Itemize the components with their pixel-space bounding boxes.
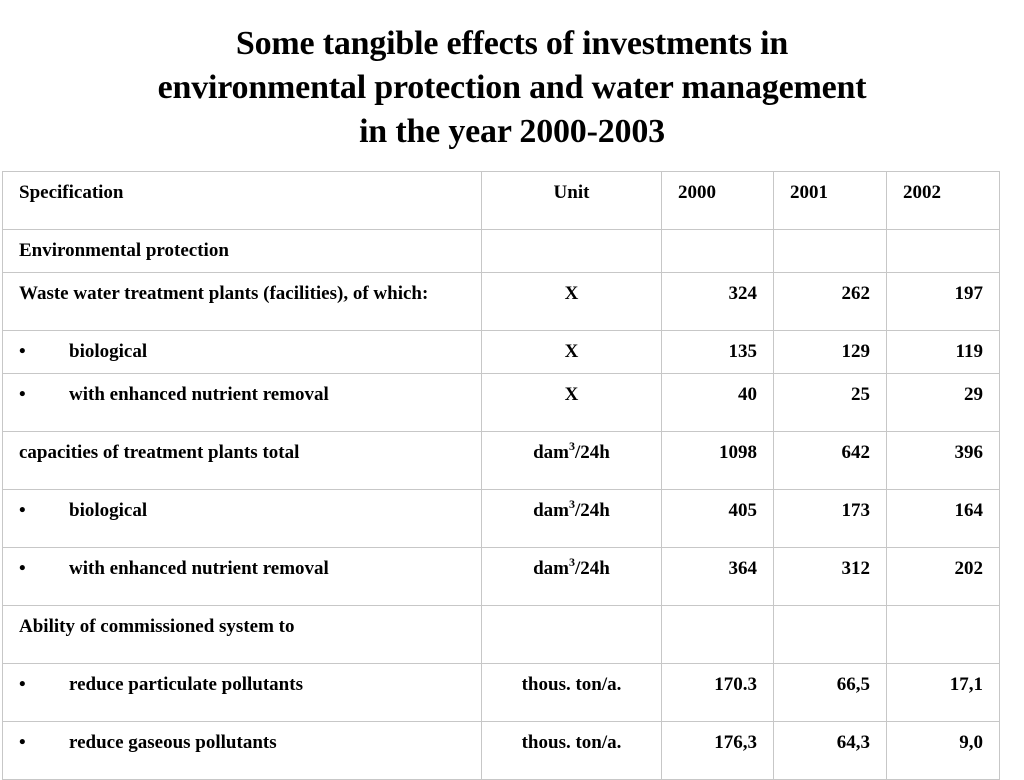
row-unit (481, 605, 662, 664)
header-unit: Unit (481, 171, 662, 230)
row-value-2000: 176,3 (661, 721, 774, 780)
row-value-2000: 324 (661, 272, 774, 331)
row-label-cell: • with enhanced nutrient removal (2, 373, 482, 432)
unit-base: dam (533, 442, 570, 463)
table-row: capacities of treatment plants total dam… (2, 431, 1000, 490)
table-row: • reduce gaseous pollutants thous. ton/a… (2, 721, 1000, 780)
table-row: Environmental protection (2, 229, 1000, 273)
table-row: Waste water treatment plants (facilities… (2, 272, 1000, 331)
row-label: Environmental protection (2, 229, 482, 273)
bullet-icon: • (19, 732, 26, 753)
bullet-icon: • (19, 384, 26, 405)
header-year-2001: 2001 (773, 171, 887, 230)
slide-title-line-2: environmental protection and water manag… (157, 69, 867, 106)
bulleted-label: • with enhanced nutrient removal (19, 383, 465, 407)
row-unit: X (481, 272, 662, 331)
unit-exponent: 3 (569, 496, 576, 511)
row-value-2000: 364 (661, 547, 774, 606)
header-year-2000: 2000 (661, 171, 774, 230)
header-specification: Specification (2, 171, 482, 230)
row-value-2001: 64,3 (773, 721, 887, 780)
bullet-icon: • (19, 558, 26, 579)
row-unit: dam3/24h (481, 489, 662, 548)
row-label: reduce gaseous pollutants (69, 732, 277, 753)
row-value-2001: 642 (773, 431, 887, 490)
unit-exponent: 3 (569, 554, 576, 569)
row-value-2000: 170.3 (661, 663, 774, 722)
row-label: capacities of treatment plants total (2, 431, 482, 490)
row-unit: X (481, 373, 662, 432)
row-label: biological (69, 341, 148, 362)
table-row: • with enhanced nutrient removal X 40 25… (2, 373, 1000, 432)
row-label: biological (69, 500, 148, 521)
row-value-2002 (886, 605, 1000, 664)
bullet-icon: • (19, 674, 26, 695)
row-value-2001: 129 (773, 330, 887, 374)
table-row: • reduce particulate pollutants thous. t… (2, 663, 1000, 722)
row-label: Ability of commissioned system to (2, 605, 482, 664)
row-value-2000: 40 (661, 373, 774, 432)
row-unit: X (481, 330, 662, 374)
unit-exponent: 3 (569, 438, 576, 453)
slide-title-line-1: Some tangible effects of investments in (235, 25, 789, 62)
table-row: • with enhanced nutrient removal dam3/24… (2, 547, 1000, 606)
row-label: with enhanced nutrient removal (69, 384, 329, 405)
bulleted-label: • biological (19, 499, 465, 523)
row-value-2000 (661, 605, 774, 664)
row-value-2001: 173 (773, 489, 887, 548)
bulleted-label: • reduce gaseous pollutants (19, 731, 465, 755)
row-value-2001: 66,5 (773, 663, 887, 722)
row-unit: dam3/24h (481, 547, 662, 606)
unit-tail: /24h (575, 442, 610, 463)
row-label: reduce particulate pollutants (69, 674, 303, 695)
row-label-cell: • reduce particulate pollutants (2, 663, 482, 722)
row-value-2001 (773, 605, 887, 664)
row-value-2002: 197 (886, 272, 1000, 331)
unit-tail: /24h (575, 500, 610, 521)
row-unit: thous. ton/a. (481, 663, 662, 722)
row-value-2002 (886, 229, 1000, 273)
row-value-2001: 25 (773, 373, 887, 432)
unit-base: dam (533, 558, 570, 579)
slide-title: Some tangible effects of investments in … (0, 22, 1024, 154)
row-value-2001: 312 (773, 547, 887, 606)
bullet-icon: • (19, 500, 26, 521)
row-label: with enhanced nutrient removal (69, 558, 329, 579)
row-label-cell: • reduce gaseous pollutants (2, 721, 482, 780)
row-value-2000 (661, 229, 774, 273)
unit-tail: /24h (575, 558, 610, 579)
row-label-cell: • biological (2, 489, 482, 548)
investment-effects-table: Specification Unit 2000 2001 2002 Enviro… (2, 171, 1000, 780)
row-value-2001 (773, 229, 887, 273)
row-value-2002: 119 (886, 330, 1000, 374)
row-unit (481, 229, 662, 273)
row-label: Waste water treatment plants (facilities… (2, 272, 482, 331)
row-label-cell: • biological (2, 330, 482, 374)
row-unit: thous. ton/a. (481, 721, 662, 780)
table-row: • biological dam3/24h 405 173 164 (2, 489, 1000, 548)
bulleted-label: • with enhanced nutrient removal (19, 557, 465, 581)
row-value-2002: 17,1 (886, 663, 1000, 722)
row-value-2000: 405 (661, 489, 774, 548)
row-value-2001: 262 (773, 272, 887, 331)
table-header-row: Specification Unit 2000 2001 2002 (2, 171, 1000, 230)
row-unit: dam3/24h (481, 431, 662, 490)
table-row: • biological X 135 129 119 (2, 330, 1000, 374)
row-value-2002: 164 (886, 489, 1000, 548)
row-value-2002: 396 (886, 431, 1000, 490)
row-value-2002: 202 (886, 547, 1000, 606)
table-row: Ability of commissioned system to (2, 605, 1000, 664)
row-value-2000: 1098 (661, 431, 774, 490)
bulleted-label: • biological (19, 340, 465, 364)
unit-base: dam (533, 500, 570, 521)
row-label-cell: • with enhanced nutrient removal (2, 547, 482, 606)
bulleted-label: • reduce particulate pollutants (19, 673, 465, 697)
bullet-icon: • (19, 341, 26, 362)
row-value-2000: 135 (661, 330, 774, 374)
header-year-2002: 2002 (886, 171, 1000, 230)
row-value-2002: 29 (886, 373, 1000, 432)
slide-title-line-3: in the year 2000-2003 (359, 113, 665, 150)
row-value-2002: 9,0 (886, 721, 1000, 780)
